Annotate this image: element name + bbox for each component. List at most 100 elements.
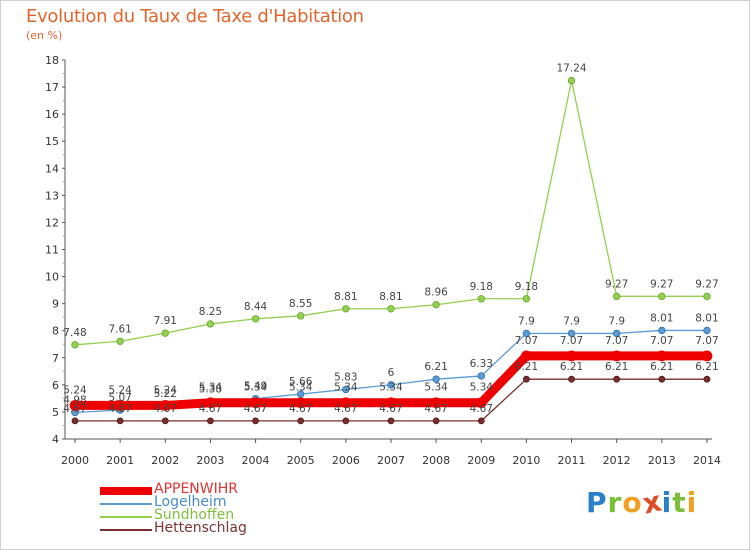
point-appenwihr[interactable]: [340, 397, 352, 409]
point-appenwihr[interactable]: [159, 400, 171, 411]
point-sundhoffen[interactable]: [342, 305, 350, 313]
point-appenwihr[interactable]: [385, 397, 397, 409]
data-label-sundhoffen: 8.96: [424, 287, 448, 299]
point-hettenschlag[interactable]: [568, 375, 575, 383]
point-logelheim[interactable]: [342, 385, 350, 394]
point-hettenschlag[interactable]: [116, 417, 124, 425]
point-hettenschlag[interactable]: [477, 417, 485, 425]
point-sundhoffen[interactable]: [432, 301, 440, 309]
logo-letter: t: [672, 486, 687, 519]
point-logelheim[interactable]: [567, 329, 576, 338]
logo-letter: r: [607, 486, 623, 519]
point-appenwihr[interactable]: [475, 397, 487, 409]
y-tick-label: 11: [45, 244, 59, 257]
point-appenwihr[interactable]: [656, 350, 668, 362]
y-tick-label: 5: [52, 406, 59, 419]
data-label-sundhoffen: 8.55: [289, 298, 312, 310]
series-layer: [69, 76, 713, 425]
point-sundhoffen[interactable]: [116, 337, 124, 345]
point-sundhoffen[interactable]: [71, 341, 79, 349]
point-appenwihr[interactable]: [114, 400, 126, 411]
data-label-sundhoffen: 8.81: [334, 291, 357, 303]
x-tick-label: 2002: [151, 454, 179, 467]
point-logelheim[interactable]: [658, 326, 666, 335]
point-logelheim[interactable]: [522, 329, 531, 338]
point-hettenschlag[interactable]: [432, 417, 440, 425]
point-hettenschlag[interactable]: [387, 417, 395, 425]
legend-item-sundhoffen[interactable]: Sundhoffen: [100, 508, 300, 523]
legend-item-logelheim[interactable]: Logelheim: [100, 495, 300, 510]
logo-letter: P: [586, 486, 608, 519]
data-label-sundhoffen: 9.18: [515, 281, 538, 293]
y-tick-label: 13: [45, 189, 59, 202]
point-logelheim[interactable]: [387, 381, 395, 389]
point-sundhoffen[interactable]: [251, 315, 260, 323]
point-appenwihr[interactable]: [521, 350, 532, 362]
data-label-logelheim: 8.01: [695, 312, 718, 324]
point-appenwihr[interactable]: [566, 350, 577, 362]
point-hettenschlag[interactable]: [342, 417, 350, 425]
y-tick-label: 14: [45, 162, 59, 175]
legend-item-appenwihr[interactable]: APPENWIHR: [100, 482, 300, 497]
point-sundhoffen[interactable]: [612, 292, 621, 301]
point-appenwihr[interactable]: [250, 397, 261, 409]
data-label-sundhoffen: 9.27: [650, 278, 673, 290]
y-tick-label: 8: [52, 325, 59, 338]
point-hettenschlag[interactable]: [71, 417, 79, 425]
point-hettenschlag[interactable]: [658, 375, 666, 383]
point-appenwihr[interactable]: [611, 350, 623, 362]
point-hettenschlag[interactable]: [297, 417, 305, 425]
data-label-logelheim: 7.9: [563, 315, 580, 327]
point-sundhoffen[interactable]: [297, 312, 305, 320]
point-sundhoffen[interactable]: [522, 295, 531, 303]
point-sundhoffen[interactable]: [206, 320, 215, 328]
point-sundhoffen[interactable]: [703, 292, 711, 301]
point-sundhoffen[interactable]: [477, 295, 485, 303]
data-label-sundhoffen: 7.91: [154, 315, 177, 327]
point-appenwihr[interactable]: [701, 350, 713, 362]
legend-item-hettenschlag[interactable]: Hettenschlag: [100, 521, 300, 536]
point-hettenschlag[interactable]: [252, 417, 259, 425]
point-appenwihr[interactable]: [205, 397, 216, 409]
data-label-hettenschlag: 4.67: [424, 403, 447, 415]
point-logelheim[interactable]: [477, 372, 485, 380]
data-label-appenwihr: 5.34: [289, 382, 313, 394]
data-label-hettenschlag: 4.67: [63, 403, 86, 415]
data-label-appenwihr: 7.07: [650, 335, 673, 347]
x-tick-label: 2003: [196, 454, 224, 467]
point-sundhoffen[interactable]: [658, 292, 666, 301]
data-label-logelheim: 5.38: [199, 384, 222, 396]
x-tick-label: 2009: [467, 454, 495, 467]
x-tick-label: 2013: [648, 454, 676, 467]
y-tick-label: 10: [45, 271, 59, 284]
point-sundhoffen[interactable]: [567, 76, 576, 85]
data-label-hettenschlag: 4.67: [154, 403, 177, 415]
point-sundhoffen[interactable]: [387, 305, 395, 313]
point-appenwihr[interactable]: [69, 400, 81, 411]
data-label-hettenschlag: 6.21: [650, 361, 673, 373]
legend: APPENWIHR Logelheim Sundhoffen Hettensch…: [100, 482, 300, 536]
point-logelheim[interactable]: [703, 326, 711, 335]
data-label-hettenschlag: 4.67: [289, 403, 312, 415]
point-appenwihr[interactable]: [295, 397, 307, 409]
data-label-logelheim: 8.01: [650, 312, 673, 324]
data-label-sundhoffen: 9.18: [470, 281, 493, 293]
point-sundhoffen[interactable]: [161, 329, 169, 337]
point-hettenschlag[interactable]: [703, 375, 711, 383]
data-label-logelheim: 6.21: [424, 361, 447, 373]
data-label-sundhoffen: 8.44: [244, 301, 268, 313]
point-hettenschlag[interactable]: [613, 375, 621, 383]
point-appenwihr[interactable]: [430, 397, 442, 409]
point-hettenschlag[interactable]: [523, 375, 530, 383]
point-hettenschlag[interactable]: [207, 417, 214, 425]
data-label-sundhoffen: 9.27: [695, 278, 718, 290]
logo-letter: i: [686, 486, 698, 519]
chart-title: Evolution du Taux de Taxe d'Habitation: [26, 6, 364, 27]
point-logelheim[interactable]: [612, 329, 621, 338]
data-label-logelheim: 5.66: [289, 376, 313, 388]
point-logelheim[interactable]: [432, 375, 440, 383]
point-hettenschlag[interactable]: [161, 417, 169, 425]
data-label-logelheim: 5.07: [108, 392, 131, 404]
y-tick-label: 18: [45, 54, 59, 67]
